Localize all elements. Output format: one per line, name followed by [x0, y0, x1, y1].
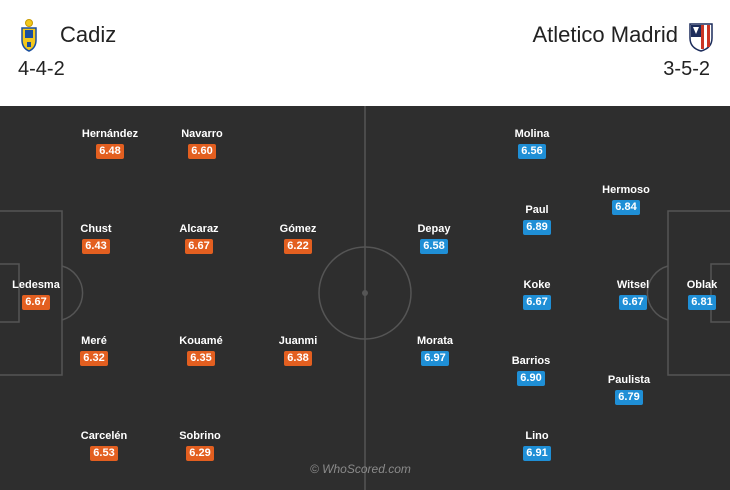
- pitch-markings: [0, 106, 730, 490]
- player-rating: 6.58: [420, 239, 448, 254]
- player-name: Paul: [525, 204, 549, 216]
- cadiz-crest-icon: [21, 19, 37, 52]
- player-name: Alcaraz: [179, 223, 219, 235]
- player-rating: 6.32: [80, 351, 108, 366]
- away-player-paulista[interactable]: Paulista 6.79: [589, 374, 669, 405]
- away-formation: 3-5-2: [663, 58, 710, 80]
- player-rating: 6.79: [615, 390, 643, 405]
- away-player-molina[interactable]: Molina 6.56: [492, 128, 572, 159]
- pitch: Hernández 6.48 Navarro 6.60 Chust 6.43 A…: [0, 106, 730, 490]
- player-rating: 6.48: [96, 144, 124, 159]
- player-rating: 6.67: [185, 239, 213, 254]
- player-rating: 6.67: [619, 295, 647, 310]
- player-name: Witsel: [616, 279, 650, 291]
- away-player-oblak[interactable]: Oblak 6.81: [662, 279, 730, 310]
- home-player-kouame[interactable]: Kouamé 6.35: [161, 335, 241, 366]
- player-name: Juanmi: [278, 335, 318, 347]
- player-rating: 6.35: [187, 351, 215, 366]
- home-player-gomez[interactable]: Gómez 6.22: [258, 223, 338, 254]
- away-player-koke[interactable]: Koke 6.67: [497, 279, 577, 310]
- player-name: Chust: [80, 223, 112, 235]
- player-rating: 6.84: [612, 200, 640, 215]
- player-name: Navarro: [181, 128, 223, 140]
- player-name: Depay: [417, 223, 451, 235]
- player-rating: 6.60: [188, 144, 216, 159]
- player-name: Koke: [523, 279, 551, 291]
- player-name: Hermoso: [602, 184, 650, 196]
- player-name: Paulista: [607, 374, 651, 386]
- player-name: Meré: [81, 335, 107, 347]
- player-name: Hernández: [81, 128, 139, 140]
- player-rating: 6.53: [90, 446, 118, 461]
- player-rating: 6.22: [284, 239, 312, 254]
- player-name: Gómez: [279, 223, 317, 235]
- whoscored-watermark: © WhoScored.com: [310, 462, 411, 476]
- player-name: Ledesma: [12, 279, 60, 291]
- player-rating: 6.43: [82, 239, 110, 254]
- player-rating: 6.81: [688, 295, 716, 310]
- player-name: Sobrino: [179, 430, 221, 442]
- home-player-alcaraz[interactable]: Alcaraz 6.67: [159, 223, 239, 254]
- home-player-sobrino[interactable]: Sobrino 6.29: [160, 430, 240, 461]
- player-rating: 6.89: [523, 220, 551, 235]
- player-rating: 6.67: [523, 295, 551, 310]
- player-name: Kouamé: [179, 335, 223, 347]
- home-player-carcelen[interactable]: Carcelén 6.53: [64, 430, 144, 461]
- away-team-name[interactable]: Atletico Madrid: [532, 22, 678, 47]
- away-player-depay[interactable]: Depay 6.58: [394, 223, 474, 254]
- home-player-juanmi[interactable]: Juanmi 6.38: [258, 335, 338, 366]
- player-rating: 6.97: [421, 351, 449, 366]
- player-name: Morata: [416, 335, 454, 347]
- away-player-paul[interactable]: Paul 6.89: [497, 204, 577, 235]
- away-player-witsel[interactable]: Witsel 6.67: [593, 279, 673, 310]
- home-player-hernandez[interactable]: Hernández 6.48: [70, 128, 150, 159]
- player-name: Carcelén: [80, 430, 128, 442]
- player-rating: 6.90: [517, 371, 545, 386]
- player-name: Barrios: [511, 355, 551, 367]
- player-rating: 6.67: [22, 295, 50, 310]
- away-player-lino[interactable]: Lino 6.91: [497, 430, 577, 461]
- away-player-morata[interactable]: Morata 6.97: [395, 335, 475, 366]
- home-player-chust[interactable]: Chust 6.43: [56, 223, 136, 254]
- player-rating: 6.29: [186, 446, 214, 461]
- home-team-name[interactable]: Cadiz: [60, 22, 117, 47]
- home-player-mere[interactable]: Meré 6.32: [54, 335, 134, 366]
- player-name: Oblak: [686, 279, 718, 291]
- away-player-barrios[interactable]: Barrios 6.90: [491, 355, 571, 386]
- atletico-madrid-crest-icon: [689, 23, 713, 52]
- player-name: Lino: [525, 430, 549, 442]
- player-rating: 6.56: [518, 144, 546, 159]
- away-player-hermoso[interactable]: Hermoso 6.84: [586, 184, 666, 215]
- home-player-ledesma[interactable]: Ledesma 6.67: [0, 279, 76, 310]
- player-name: Molina: [514, 128, 550, 140]
- match-header: Cadiz 4-4-2 Atletico Madrid 3-5-2: [0, 0, 730, 105]
- player-rating: 6.91: [523, 446, 551, 461]
- player-rating: 6.38: [284, 351, 312, 366]
- home-player-navarro[interactable]: Navarro 6.60: [162, 128, 242, 159]
- home-formation: 4-4-2: [18, 58, 65, 80]
